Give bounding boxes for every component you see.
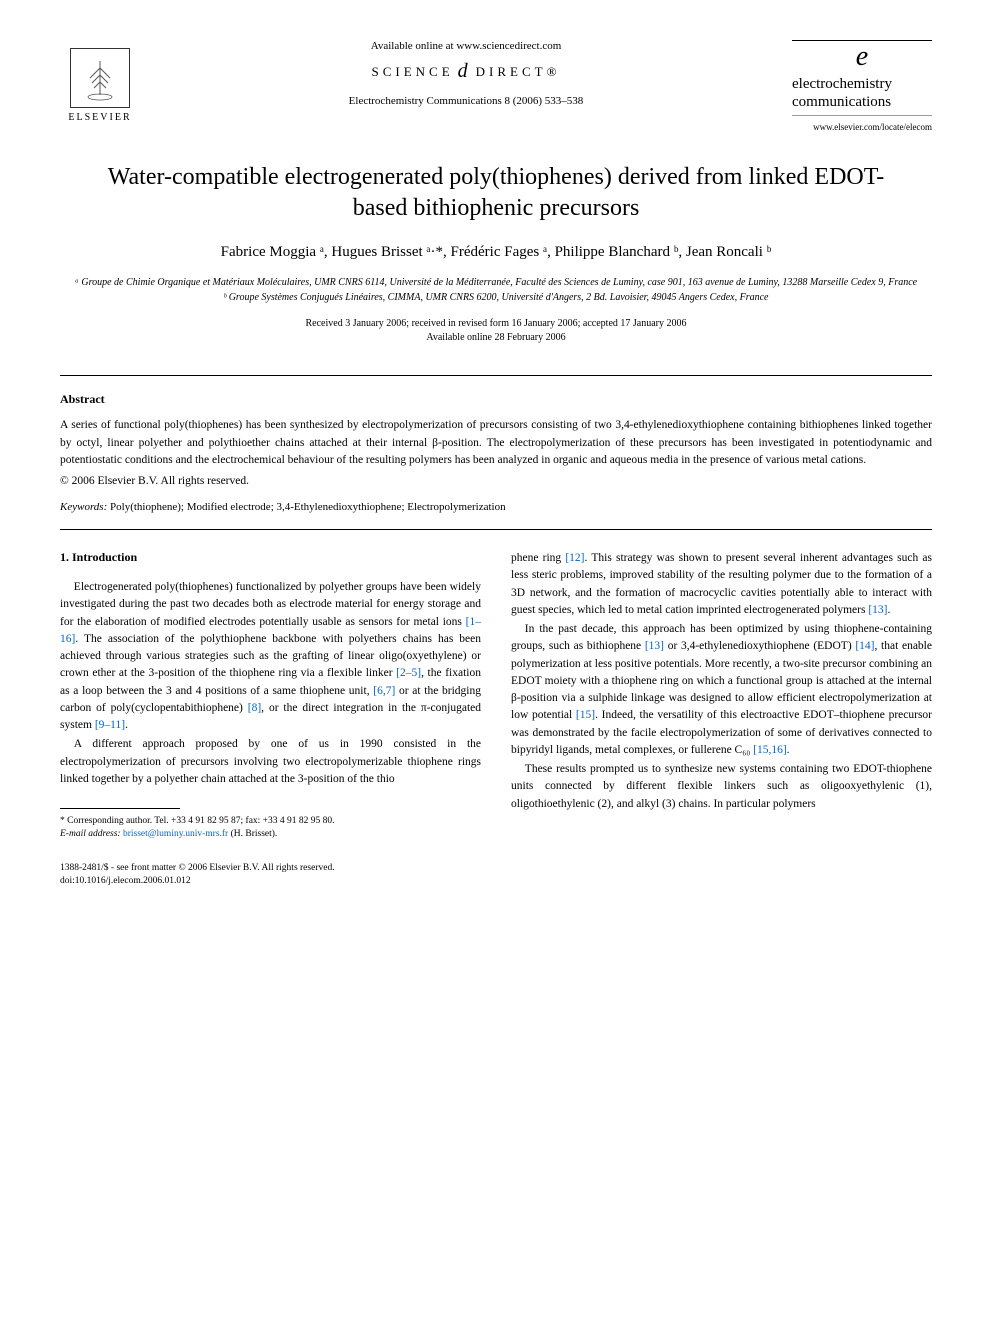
ref-link-13b[interactable]: [13] <box>645 640 664 652</box>
science-direct-right: DIRECT® <box>476 64 561 80</box>
ref-link-2-5[interactable]: [2–5] <box>396 667 421 679</box>
intro-para-3: In the past decade, this approach has be… <box>511 621 932 759</box>
footer: 1388-2481/$ - see front matter © 2006 El… <box>60 862 932 889</box>
email-label: E-mail address: <box>60 829 121 839</box>
divider-bottom <box>60 529 932 530</box>
ref-link-9-11[interactable]: [9–11] <box>95 719 125 731</box>
intro-para-4: These results prompted us to synthesize … <box>511 761 932 813</box>
divider-top <box>60 375 932 376</box>
left-column: 1. Introduction Electrogenerated poly(th… <box>60 550 481 842</box>
elsevier-label: ELSEVIER <box>68 112 131 123</box>
abstract-heading: Abstract <box>60 392 932 407</box>
science-direct-left: SCIENCE <box>372 64 454 80</box>
keywords: Keywords: Poly(thiophene); Modified elec… <box>60 501 932 513</box>
corresponding-author-footnote: * Corresponding author. Tel. +33 4 91 82… <box>60 815 481 842</box>
affiliation-b: ᵇ Groupe Systèmes Conjugués Linéaires, C… <box>60 290 932 305</box>
keywords-label: Keywords: <box>60 501 107 513</box>
available-online-text: Available online at www.sciencedirect.co… <box>160 40 772 52</box>
abstract-text: A series of functional poly(thiophenes) … <box>60 417 932 469</box>
right-column: phene ring [12]. This strategy was shown… <box>511 550 932 842</box>
ref-link-14[interactable]: [14] <box>855 640 874 652</box>
intro-para-2-right: phene ring [12]. This strategy was shown… <box>511 550 932 619</box>
two-column-body: 1. Introduction Electrogenerated poly(th… <box>60 550 932 842</box>
affiliation-a: ᵃ Groupe de Chimie Organique et Matériau… <box>60 275 932 290</box>
ref-link-13a[interactable]: [13] <box>868 604 887 616</box>
email-person: (H. Brisset). <box>228 829 277 839</box>
keywords-text: Poly(thiophene); Modified electrode; 3,4… <box>107 501 505 513</box>
article-dates: Received 3 January 2006; received in rev… <box>60 317 932 345</box>
footer-issn: 1388-2481/$ - see front matter © 2006 El… <box>60 862 932 875</box>
science-direct-icon: d <box>458 60 472 83</box>
article-title: Water-compatible electrogenerated poly(t… <box>100 162 892 224</box>
elsevier-tree-icon <box>70 48 130 108</box>
journal-logo-e-icon: e <box>792 40 932 73</box>
intro-para-2-left: A different approach proposed by one of … <box>60 736 481 788</box>
online-date: Available online 28 February 2006 <box>60 331 932 345</box>
journal-url: www.elsevier.com/locate/elecom <box>792 122 932 132</box>
elsevier-logo: ELSEVIER <box>60 40 140 130</box>
abstract-copyright: © 2006 Elsevier B.V. All rights reserved… <box>60 475 932 487</box>
journal-logo-line2: communications <box>792 93 932 111</box>
ref-link-15[interactable]: [15] <box>576 709 595 721</box>
corresponding-author-contact: * Corresponding author. Tel. +33 4 91 82… <box>60 815 481 828</box>
email-link[interactable]: brisset@luminy.univ-mrs.fr <box>121 829 229 839</box>
center-header: Available online at www.sciencedirect.co… <box>140 40 792 107</box>
section-1-heading: 1. Introduction <box>60 550 481 565</box>
journal-logo-line1: electrochemistry <box>792 75 932 93</box>
ref-link-12[interactable]: [12] <box>565 552 584 564</box>
journal-reference: Electrochemistry Communications 8 (2006)… <box>160 95 772 107</box>
ref-link-15-16[interactable]: [15,16] <box>753 744 787 756</box>
ref-link-8[interactable]: [8] <box>248 702 261 714</box>
affiliations: ᵃ Groupe de Chimie Organique et Matériau… <box>60 275 932 305</box>
received-date: Received 3 January 2006; received in rev… <box>60 317 932 331</box>
footer-doi: doi:10.1016/j.elecom.2006.01.012 <box>60 875 932 888</box>
footnote-divider <box>60 808 180 809</box>
science-direct-logo: SCIENCE d DIRECT® <box>160 60 772 83</box>
authors-list: Fabrice Moggia ᵃ, Hugues Brisset ᵃ·*, Fr… <box>60 244 932 261</box>
intro-para-1: Electrogenerated poly(thiophenes) functi… <box>60 579 481 734</box>
corresponding-author-email-line: E-mail address: brisset@luminy.univ-mrs.… <box>60 828 481 841</box>
ref-link-6-7[interactable]: [6,7] <box>373 685 395 697</box>
header-row: ELSEVIER Available online at www.science… <box>60 40 932 132</box>
journal-logo: e electrochemistry communications www.el… <box>792 40 932 132</box>
